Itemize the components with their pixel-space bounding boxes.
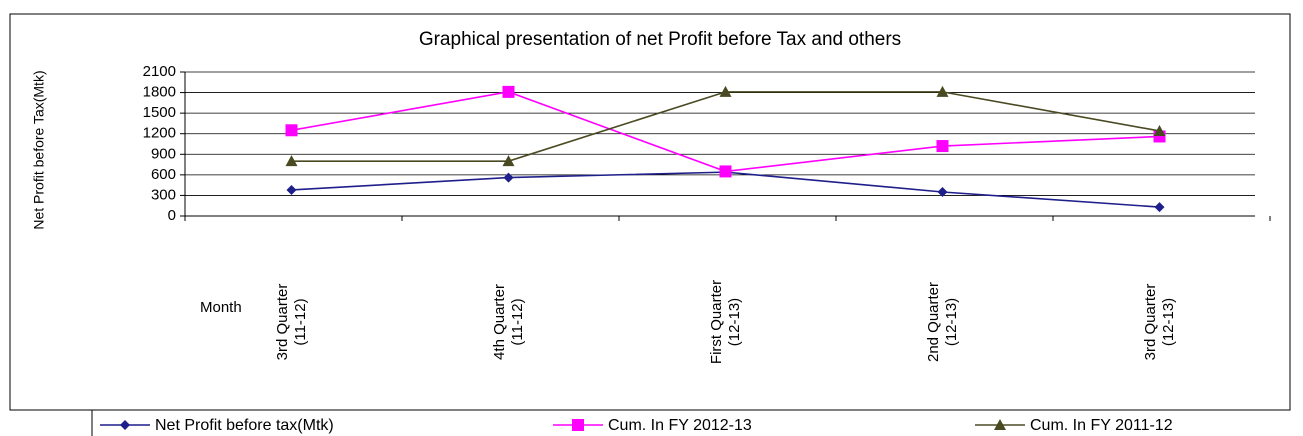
y-tick-label: 900 bbox=[151, 145, 176, 162]
y-tick-label: 300 bbox=[151, 186, 176, 203]
x-tick-label: 2nd Quarter (12-13) bbox=[924, 281, 960, 363]
legend-label: Cum. In FY 2012-13 bbox=[608, 417, 752, 434]
data-point bbox=[285, 155, 298, 167]
y-tick-label: 1200 bbox=[143, 125, 176, 142]
data-point bbox=[285, 124, 298, 137]
x-tick-label: First Quarter (12-13) bbox=[707, 279, 743, 365]
legend-label: Cum. In FY 2011-12 bbox=[1030, 417, 1173, 434]
chart-title: Graphical presentation of net Profit bef… bbox=[419, 29, 901, 50]
y-tick-label: 1500 bbox=[143, 104, 176, 121]
data-point bbox=[936, 140, 949, 153]
legend-label: Net Profit before tax(Mtk) bbox=[155, 417, 334, 434]
legend-marker bbox=[120, 420, 130, 430]
chart-frame bbox=[9, 13, 1291, 411]
x-axis-label: Month bbox=[200, 299, 242, 316]
y-tick-label: 600 bbox=[151, 166, 176, 183]
data-point bbox=[503, 172, 514, 183]
data-point bbox=[1153, 124, 1166, 136]
data-point bbox=[936, 85, 949, 97]
data-point bbox=[502, 155, 515, 167]
data-point bbox=[719, 85, 732, 97]
y-tick-label: 2100 bbox=[143, 63, 176, 80]
data-point bbox=[719, 165, 732, 178]
y-tick-label: 1800 bbox=[143, 84, 176, 101]
data-point bbox=[502, 85, 515, 98]
legend-marker bbox=[994, 419, 1006, 430]
y-tick-label: 0 bbox=[168, 207, 176, 224]
y-axis-label: Net Profit before Tax(Mtk) bbox=[31, 70, 47, 229]
x-tick-label: 4th Quarter (11-12) bbox=[490, 284, 526, 360]
data-point bbox=[937, 187, 948, 197]
x-tick-label: 3rd Quarter (12-13) bbox=[1141, 283, 1177, 361]
x-tick-label: 3rd Quarter (11-12) bbox=[273, 283, 309, 361]
data-point bbox=[1154, 202, 1165, 213]
legend-marker bbox=[572, 419, 584, 431]
data-point bbox=[286, 184, 297, 195]
